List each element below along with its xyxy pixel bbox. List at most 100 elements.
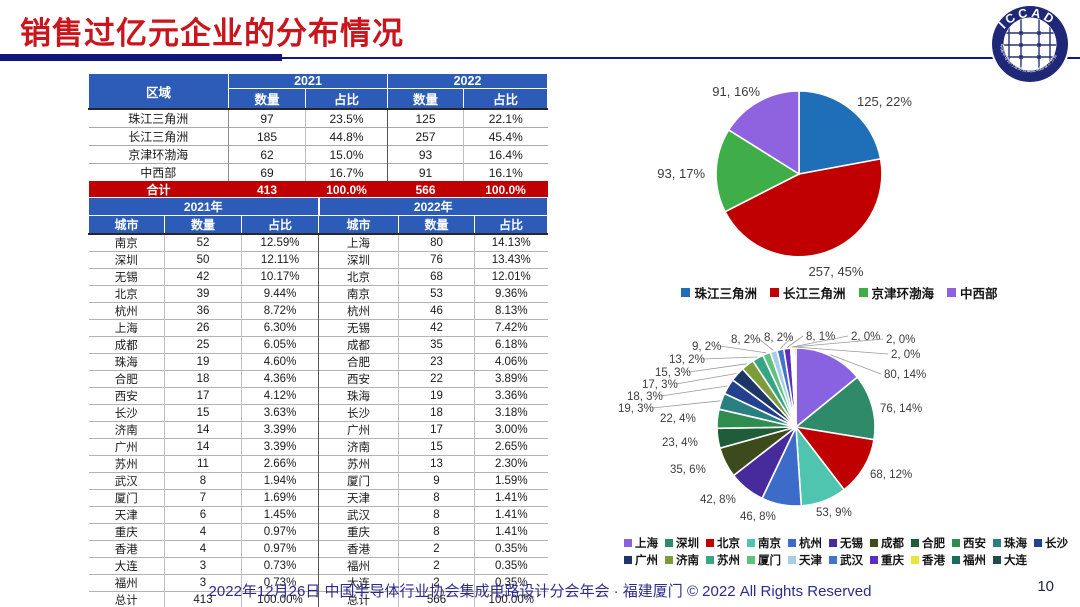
cell: 4.60% — [241, 353, 319, 371]
cell: 100.0% — [305, 181, 388, 198]
cell: 长江三角洲 — [88, 127, 229, 146]
table-row: 大连 3 0.73% 福州 2 0.35% — [88, 557, 548, 575]
cell: 西安 — [88, 387, 165, 405]
legend-key-icon — [993, 538, 1001, 547]
legend-label: 深圳 — [676, 537, 699, 550]
table-row: 济南 14 3.39% 广州 17 3.00% — [88, 421, 548, 439]
cell: 17 — [398, 421, 475, 439]
cell: 苏州 — [318, 455, 399, 473]
pie-data-label: 53, 9% — [816, 507, 852, 519]
table-row: 苏州 11 2.66% 苏州 13 2.30% — [88, 455, 548, 473]
legend-item-天津: 天津 — [788, 552, 822, 568]
pie-data-label: 68, 12% — [870, 469, 912, 481]
leader-line — [830, 354, 882, 375]
table-row: 广州 14 3.39% 济南 15 2.65% — [88, 438, 548, 456]
cell: 0.97% — [241, 540, 319, 558]
legend-row: 上海 深圳 北京 南京 杭州 无锡 成都 合肥 西安 珠海 长沙 — [624, 534, 1080, 551]
pie-slice-京津环渤海 — [715, 128, 801, 213]
legend-item-重庆: 重庆 — [870, 552, 904, 568]
table-row: 重庆 4 0.97% 重庆 8 1.41% — [88, 523, 548, 541]
cell: 125 — [387, 108, 464, 128]
cell: 100.00% — [241, 591, 319, 607]
table-row: 长沙 15 3.63% 长沙 18 3.18% — [88, 404, 548, 422]
table-row: 深圳 50 12.11% 深圳 76 13.43% — [88, 251, 548, 269]
pie-data-label: 80, 14% — [884, 369, 926, 381]
cell: 185 — [228, 127, 306, 146]
table-row: 福州 3 0.73% 大连 2 0.35% — [88, 574, 548, 592]
cell: 8 — [164, 472, 242, 490]
cell: 13 — [398, 455, 475, 473]
cell: 广州 — [318, 421, 399, 439]
cell: 3 — [164, 557, 242, 575]
page-number: 10 — [1037, 578, 1054, 595]
city-pie-chart: 80, 14% 76, 14% 68, 12% 53, 9% 46, 8% 42, 8% 3… — [618, 331, 926, 523]
cell: 1.45% — [241, 506, 319, 524]
cell: 0.97% — [241, 523, 319, 541]
legend-item-无锡: 无锡 — [829, 535, 863, 551]
legend-item-长江三角洲: 长江三角洲 — [769, 283, 846, 302]
table-row: 总计 413 100.00% 总计 566 100.00% — [88, 591, 548, 607]
table-row: 南京 52 12.59% 上海 80 14.13% — [88, 233, 548, 252]
pie-data-label: 35, 6% — [670, 464, 706, 476]
pie-data-label: 22, 4% — [660, 413, 696, 425]
count-2021-header: 数量 — [228, 88, 306, 110]
cell: 大连 — [88, 557, 165, 575]
legend-key-icon — [788, 538, 796, 547]
leader-line — [793, 338, 884, 348]
pie-data-label: 93, 17% — [657, 166, 705, 181]
cell: 大连 — [318, 574, 399, 592]
cell: 福州 — [318, 557, 399, 575]
legend-label: 无锡 — [840, 537, 863, 550]
cell: 0.35% — [474, 574, 548, 592]
table-row: 珠海 19 4.60% 合肥 23 4.06% — [88, 353, 548, 371]
table-row: 天津 6 1.45% 武汉 8 1.41% — [88, 506, 548, 524]
city-year-2022-header: 2022年 — [318, 197, 548, 216]
legend-label: 广州 — [635, 554, 658, 567]
table-row: 厦门 7 1.69% 天津 8 1.41% — [88, 489, 548, 507]
year-2021-header: 2021 — [228, 73, 388, 89]
legend-key-icon — [706, 538, 714, 547]
cell: 南京 — [88, 233, 165, 252]
legend-label: 武汉 — [840, 554, 863, 567]
cell: 566 — [398, 591, 475, 607]
pie-data-label: 23, 4% — [662, 437, 698, 449]
cell: 23 — [398, 353, 475, 371]
cell: 16.1% — [463, 163, 548, 181]
cell: 14 — [164, 421, 242, 439]
cell: 2.65% — [474, 438, 548, 456]
pie-data-label: 19, 3% — [618, 403, 654, 415]
legend-item-合肥: 合肥 — [911, 535, 945, 551]
legend-key-icon — [870, 538, 878, 547]
cell: 0.73% — [241, 574, 319, 592]
cell: 珠海 — [318, 387, 399, 405]
legend-item-深圳: 深圳 — [665, 535, 699, 551]
cell: 45.4% — [463, 127, 548, 146]
share-header: 占比 — [474, 215, 548, 235]
pie-data-label: 2, 0% — [891, 349, 920, 361]
cell: 44.8% — [305, 127, 388, 146]
cell: 14 — [164, 438, 242, 456]
cell: 12.11% — [241, 251, 319, 269]
cell: 济南 — [88, 421, 165, 439]
legend-label: 重庆 — [881, 554, 904, 567]
cell: 杭州 — [318, 302, 399, 320]
cell: 257 — [387, 127, 464, 146]
legend-key-icon — [829, 538, 837, 547]
title-underline-thin — [282, 57, 1080, 59]
cell: 50 — [164, 251, 242, 269]
leader-line — [651, 400, 721, 409]
cell: 6 — [164, 506, 242, 524]
legend-label: 合肥 — [922, 537, 945, 550]
cell: 深圳 — [318, 251, 399, 269]
leader-line — [779, 336, 793, 349]
cell: 42 — [398, 319, 475, 337]
cell: 9.44% — [241, 285, 319, 303]
legend-key-icon — [747, 538, 755, 547]
legend-label: 香港 — [922, 554, 945, 567]
cell: 北京 — [88, 285, 165, 303]
legend-item-中西部: 中西部 — [947, 283, 998, 302]
cell: 武汉 — [88, 472, 165, 490]
cell: 15 — [164, 404, 242, 422]
cell: 10.17% — [241, 268, 319, 286]
cell: 重庆 — [88, 523, 165, 541]
